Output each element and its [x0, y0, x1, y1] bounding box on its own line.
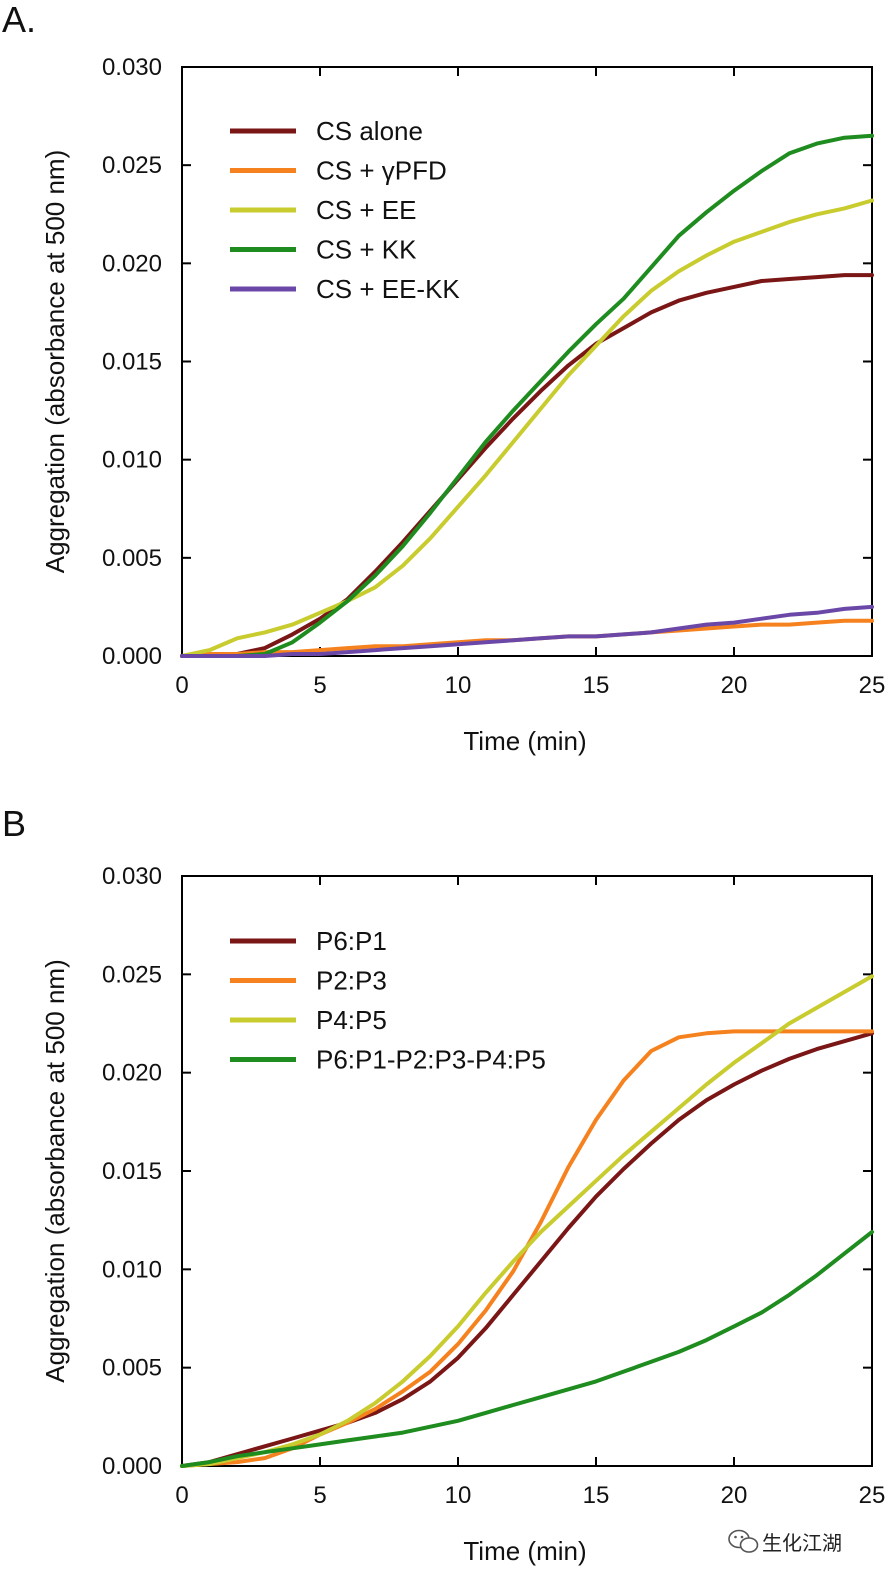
legend-label: CS + γPFD [316, 156, 447, 186]
y-tick-label: 0.030 [102, 54, 162, 81]
y-axis-title: Aggregation (absorbance at 500 nm) [40, 959, 70, 1383]
y-tick-label: 0.030 [102, 863, 162, 890]
chart-panel-b: B 0.000 0.005 0.010 0.015 0.020 0.025 0.030 0 5 10… [2, 803, 885, 1566]
plot-frame [181, 875, 873, 1467]
legend-label: P2:P3 [316, 966, 387, 996]
y-tick-label: 0.020 [102, 250, 162, 277]
series-line [180, 198, 874, 658]
series-line [180, 1031, 874, 1468]
wechat-icon [728, 1529, 759, 1553]
x-tick-label: 10 [445, 1482, 472, 1509]
panel-label: B [2, 803, 26, 844]
x-tick-label: 25 [859, 672, 886, 699]
legend-label: CS + EE-KK [316, 274, 460, 304]
y-tick-label: 0.000 [102, 643, 162, 670]
chart-panel-a: A. 0.000 0.005 0.010 0.015 0.020 0.025 0.030 0 5 1… [2, 0, 885, 756]
x-tick-label: 20 [721, 1482, 748, 1509]
series-line [180, 974, 874, 1468]
series-line [180, 133, 874, 658]
y-tick-label: 0.020 [102, 1060, 162, 1087]
legend-label: CS + KK [316, 235, 417, 265]
series-line [180, 604, 874, 658]
x-tick-label: 5 [313, 672, 326, 699]
watermark-text: 生化江湖 [762, 1531, 842, 1555]
legend-label: P6:P1-P2:P3-P4:P5 [316, 1045, 546, 1075]
y-tick-label: 0.000 [102, 1453, 162, 1480]
legend-label: CS + EE [316, 195, 416, 225]
x-tick-label: 25 [859, 1482, 886, 1509]
x-axis-title: Time (min) [463, 726, 586, 756]
y-tick-label: 0.005 [102, 545, 162, 572]
y-tick-label: 0.005 [102, 1355, 162, 1382]
watermark: 生化江湖 [728, 1529, 842, 1555]
x-tick-label: 10 [445, 672, 472, 699]
legend-label: CS alone [316, 116, 423, 146]
y-tick-label: 0.015 [102, 1158, 162, 1185]
x-tick-label: 0 [175, 672, 188, 699]
y-tick-label: 0.015 [102, 349, 162, 376]
y-tick-label: 0.010 [102, 447, 162, 474]
x-tick-label: 15 [583, 672, 610, 699]
y-axis-title: Aggregation (absorbance at 500 nm) [40, 150, 70, 574]
legend-label: P6:P1 [316, 926, 387, 956]
y-tick-label: 0.025 [102, 961, 162, 988]
x-tick-label: 20 [721, 672, 748, 699]
panel-label: A. [2, 0, 36, 40]
x-axis-title: Time (min) [463, 1536, 586, 1566]
legend-label: P4:P5 [316, 1005, 387, 1035]
series-line [180, 1230, 874, 1468]
series-line [180, 273, 874, 658]
x-tick-label: 5 [313, 1482, 326, 1509]
x-tick-label: 15 [583, 1482, 610, 1509]
x-tick-label: 0 [175, 1482, 188, 1509]
plot-frame [181, 66, 873, 657]
y-tick-label: 0.025 [102, 152, 162, 179]
y-tick-label: 0.010 [102, 1256, 162, 1283]
